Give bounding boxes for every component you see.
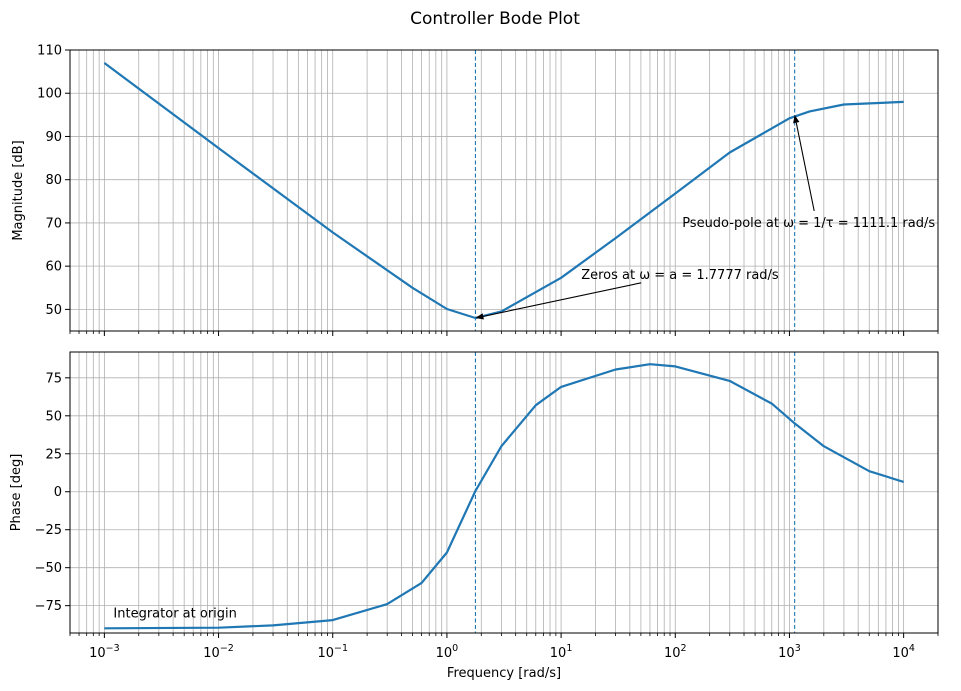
y-tick-label: 90 [45,130,62,145]
chart-title: Controller Bode Plot [410,9,580,29]
x-tick-label: 103 [778,643,801,661]
y-tick-label: 110 [37,44,62,59]
pseudo-pole-arrow [795,122,815,212]
y-tick-label: 60 [45,260,62,275]
magnitude-x-ticks [69,331,939,336]
magnitude-axes-frame [69,49,939,332]
phase-y-label: Phase [deg] [9,454,24,532]
x-tick-label: 100 [436,643,459,661]
y-tick-label: −25 [35,523,62,538]
phase-axes-frame [69,351,939,634]
x-tick-label: 10−1 [317,643,348,661]
magnitude-y-label: Magnitude [dB] [11,140,26,240]
zeros-arrow [483,282,642,317]
x-tick-label: 10−2 [203,643,234,661]
phase-y-ticks: −75 −50 −25 0 25 50 75 [35,371,70,614]
zeros-arrowhead [475,313,484,320]
magnitude-curve [103,62,904,320]
pseudo-pole-annotation: Pseudo-pole at ω = 1/τ = 1111.1 rad/s [682,216,935,231]
phase-grid [69,352,939,633]
y-tick-label: −50 [35,561,62,576]
pseudo-pole-arrowhead [793,114,800,124]
y-tick-label: 80 [45,173,62,188]
x-tick-label: 102 [664,643,687,661]
x-tick-label: 10−3 [89,643,120,661]
magnitude-grid [69,49,939,331]
phase-marker-lines [474,352,796,633]
x-axis-label: Frequency [rad/s] [447,666,561,681]
x-tick-label: 104 [892,643,915,661]
y-tick-label: 25 [45,447,62,462]
y-tick-label: 0 [54,485,62,500]
magnitude-y-ticks: 50 60 70 80 90 100 110 [37,44,70,318]
y-tick-label: 75 [45,371,62,386]
y-tick-label: −75 [35,599,62,614]
y-tick-label: 100 [37,87,62,102]
zeros-annotation: Zeros at ω = a = 1.7777 rad/s [581,268,779,283]
phase-x-ticks: 10−3 10−2 10−1 100 101 102 103 104 [69,633,939,661]
magnitude-marker-lines [474,50,796,331]
magnitude-annotations: Zeros at ω = a = 1.7777 rad/s Pseudo-pol… [475,114,935,320]
y-tick-label: 70 [45,216,62,231]
phase-curve [104,363,904,630]
integrator-annotation: Integrator at origin [113,606,236,621]
y-tick-label: 50 [45,303,62,318]
y-tick-label: 50 [45,409,62,424]
x-tick-label: 101 [550,643,573,661]
magnitude-panel: 50 60 70 80 90 100 110 Zeros at ω = a = 1.7777… [11,44,939,336]
